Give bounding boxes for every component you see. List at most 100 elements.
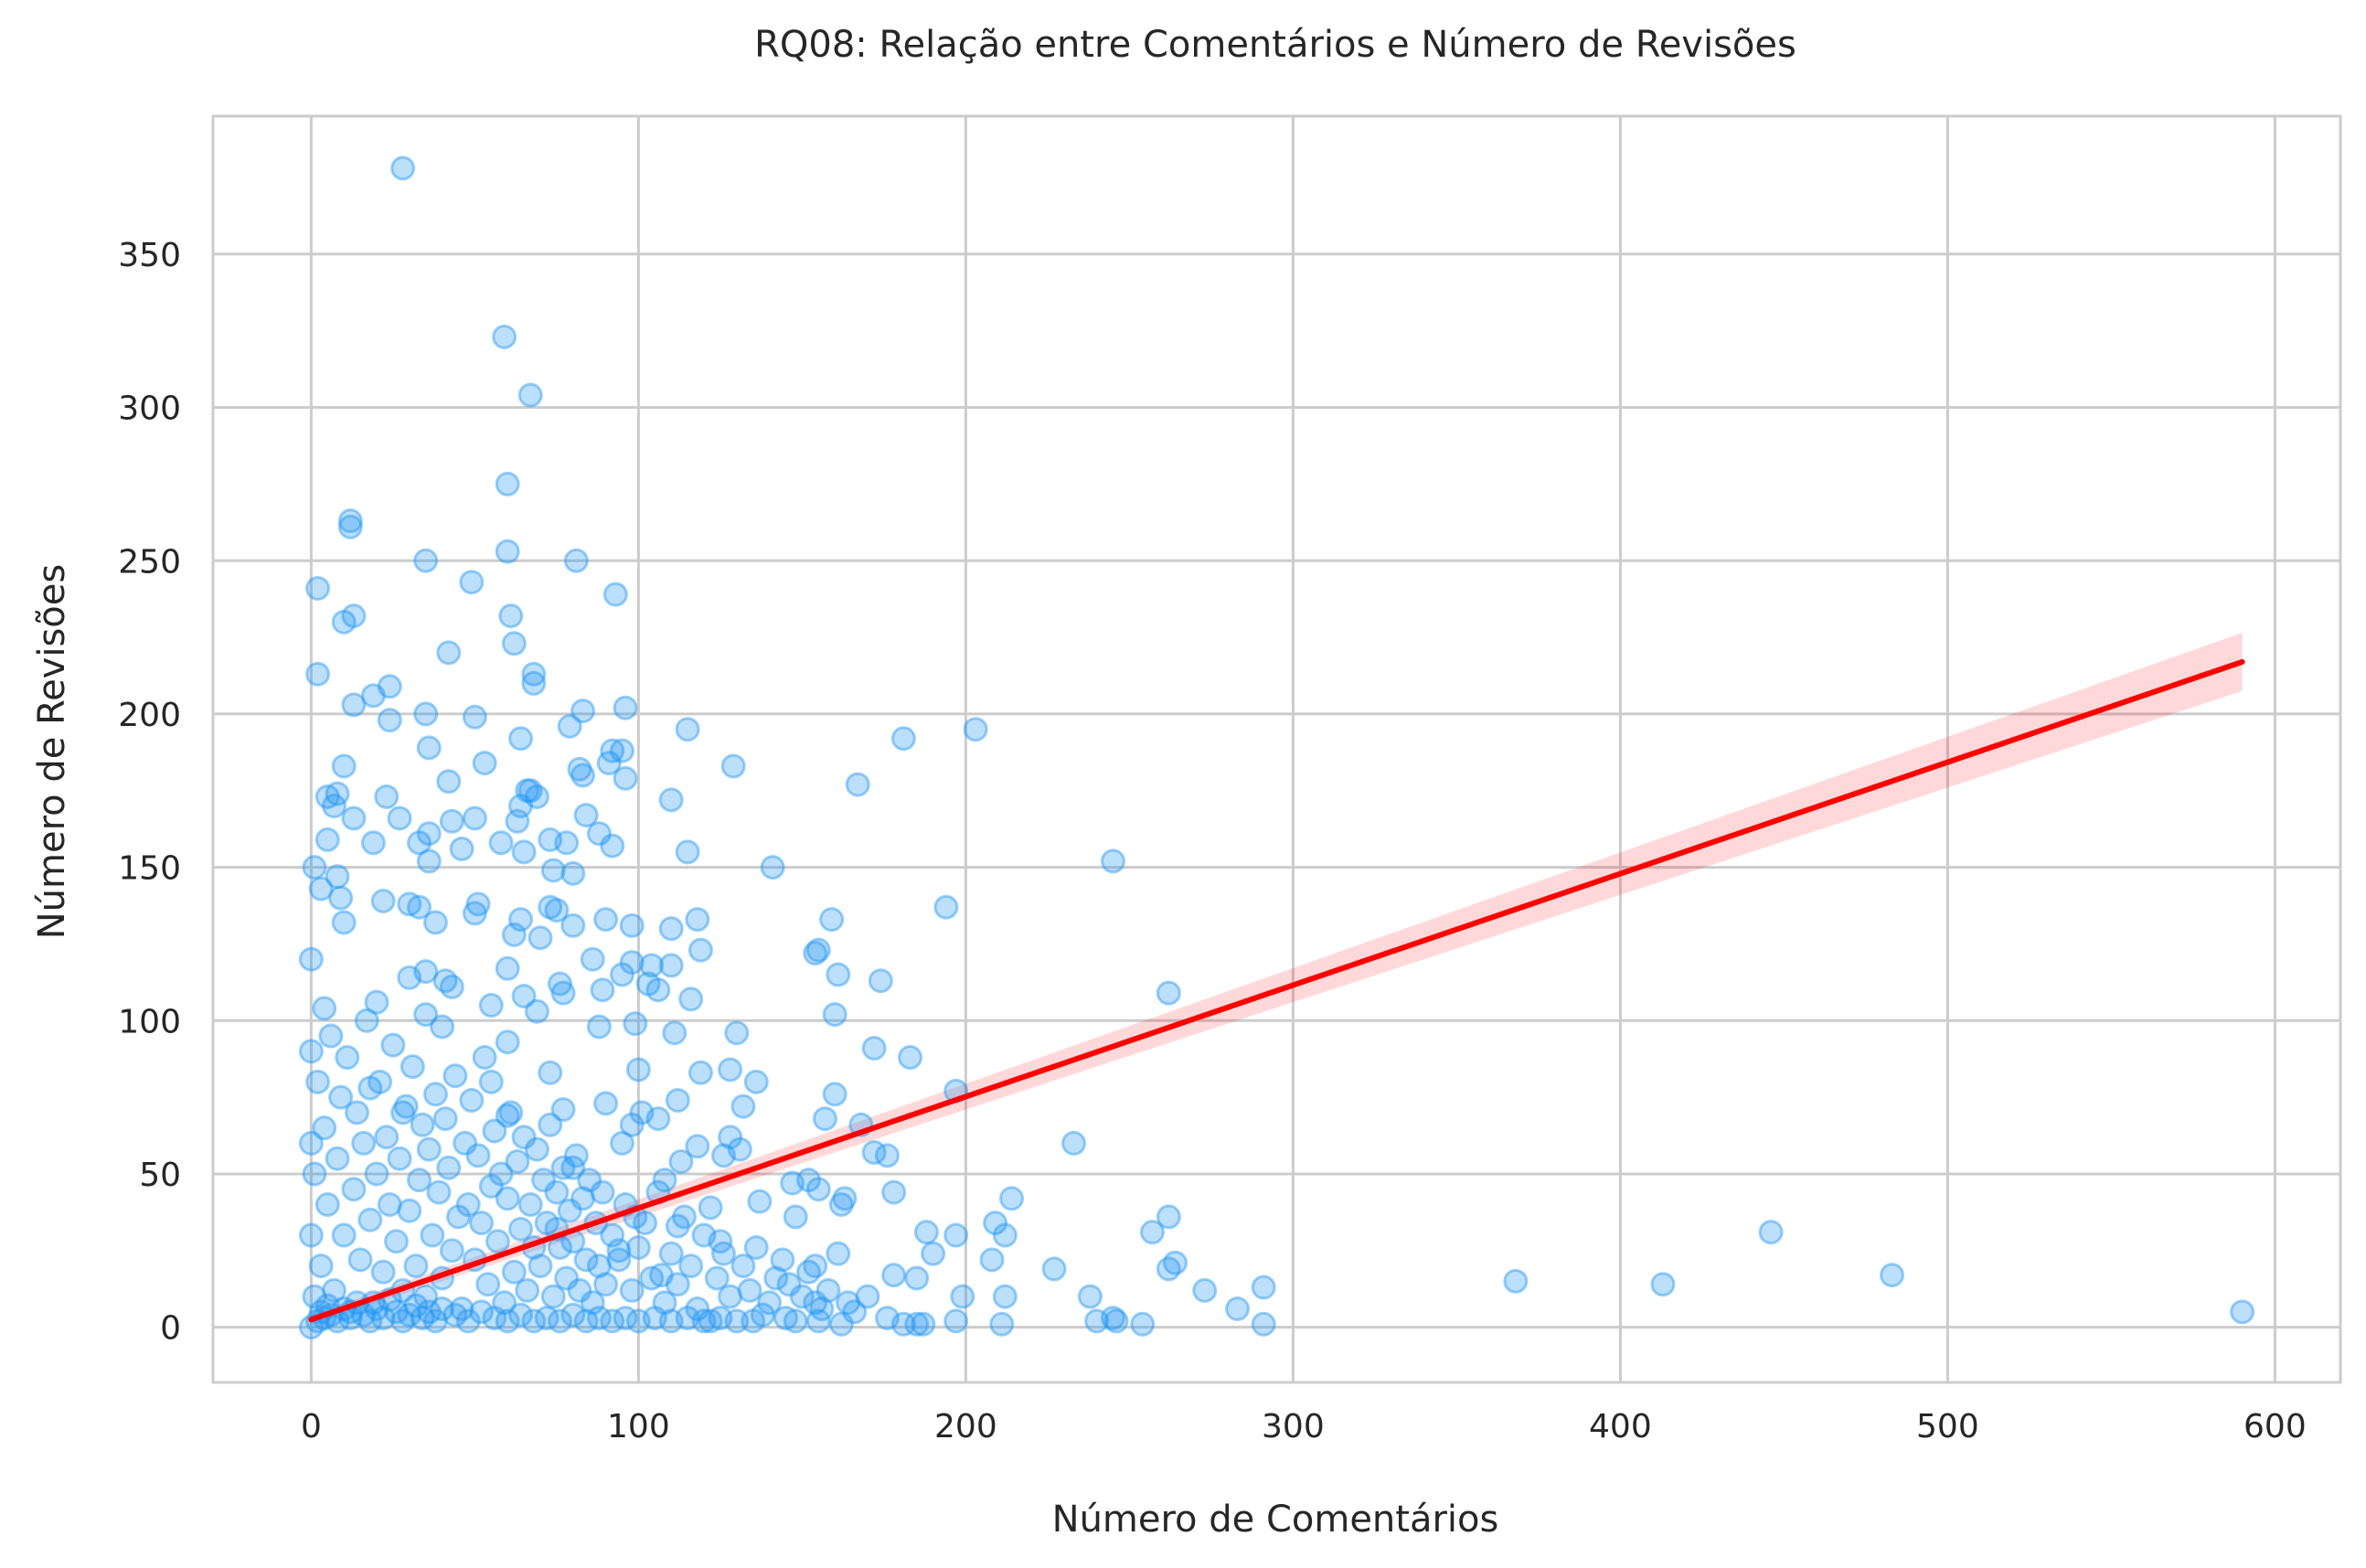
data-point [328,1084,354,1110]
data-point [370,888,396,913]
data-point [465,1143,491,1168]
data-point [586,1253,612,1279]
data-point [983,1211,1008,1236]
data-point [439,808,464,834]
data-point [678,1253,704,1279]
data-point [341,692,367,718]
y-axis-title: Número de Revisões [31,564,73,939]
data-point [298,1315,324,1340]
data-point [505,808,530,834]
y-tick-label: 200 [118,697,181,734]
data-point [635,971,661,997]
data-point [1061,1130,1087,1156]
data-point [665,1272,690,1297]
data-point [345,1100,370,1125]
data-point [567,756,592,782]
data-point [668,1149,694,1175]
data-point [625,1057,651,1083]
data-point [488,1161,514,1187]
data-point [459,1087,485,1113]
data-point [743,1234,769,1260]
data-point [377,674,402,699]
data-point [511,839,537,865]
data-point [803,1253,828,1279]
data-point [495,1029,520,1055]
data-point [773,1306,798,1331]
data-point [687,937,713,963]
data-point [357,1308,383,1334]
data-point [397,891,422,917]
x-tick-label: 100 [607,1408,670,1445]
data-point [538,894,563,920]
data-point [1225,1296,1251,1322]
data-point [531,1168,557,1193]
data-point [913,1220,939,1245]
data-point [413,1002,439,1028]
data-point [298,1039,324,1064]
data-point [544,1179,570,1205]
data-point [1077,1284,1103,1309]
data-point [364,989,389,1015]
data-point [393,1093,419,1119]
data-point [436,1155,462,1180]
data-point [390,155,416,181]
data-point [567,1277,592,1303]
data-point [341,1177,367,1202]
data-point [645,1106,671,1132]
data-point [442,1063,468,1089]
chart-title: RQ08: Relação entre Comentários e Número… [754,24,1796,66]
data-point [633,1211,658,1236]
data-point [511,1125,537,1150]
data-points [298,155,2255,1340]
data-point [600,1222,625,1248]
data-point [364,1161,389,1187]
data-point [455,1191,481,1217]
data-point [1139,1220,1165,1245]
data-point [413,1284,439,1309]
data-point [881,1263,907,1288]
confidence-band-group [311,633,2243,1325]
data-point [1192,1277,1218,1303]
data-point [469,1299,495,1325]
data-point [822,1002,847,1028]
y-tick-label: 150 [118,850,181,888]
data-point [691,1222,717,1248]
data-point [868,968,893,994]
data-point [314,1191,340,1217]
data-point [370,1306,396,1331]
data-point [613,1306,638,1331]
data-point [822,1082,847,1107]
data-point [397,1302,422,1328]
data-point [534,1211,560,1236]
data-point [704,1265,730,1291]
data-point [687,1060,713,1085]
data-point [861,1035,887,1061]
data-point [623,1011,648,1037]
x-axis-title: Número de Comentários [1052,1499,1499,1541]
data-point [708,1229,733,1254]
data-point [360,830,386,856]
data-point [1880,1263,1905,1288]
data-point [1758,1220,1784,1245]
data-point [710,1241,736,1266]
data-point [586,821,612,847]
data-point [890,1311,916,1337]
data-point [321,1277,346,1303]
data-point [521,661,547,687]
data-point [459,570,485,595]
data-point [652,1290,677,1316]
data-point [449,836,474,861]
data-point [819,907,845,933]
data-point [685,1134,710,1159]
data-point [606,1238,632,1264]
data-point [462,704,487,730]
data-point [602,581,628,607]
data-point [992,1222,1018,1248]
data-point [658,1241,684,1266]
data-point [422,1308,448,1334]
data-point [524,784,549,809]
data-point [992,1284,1018,1309]
data-point [374,784,400,809]
data-point [400,1054,425,1080]
